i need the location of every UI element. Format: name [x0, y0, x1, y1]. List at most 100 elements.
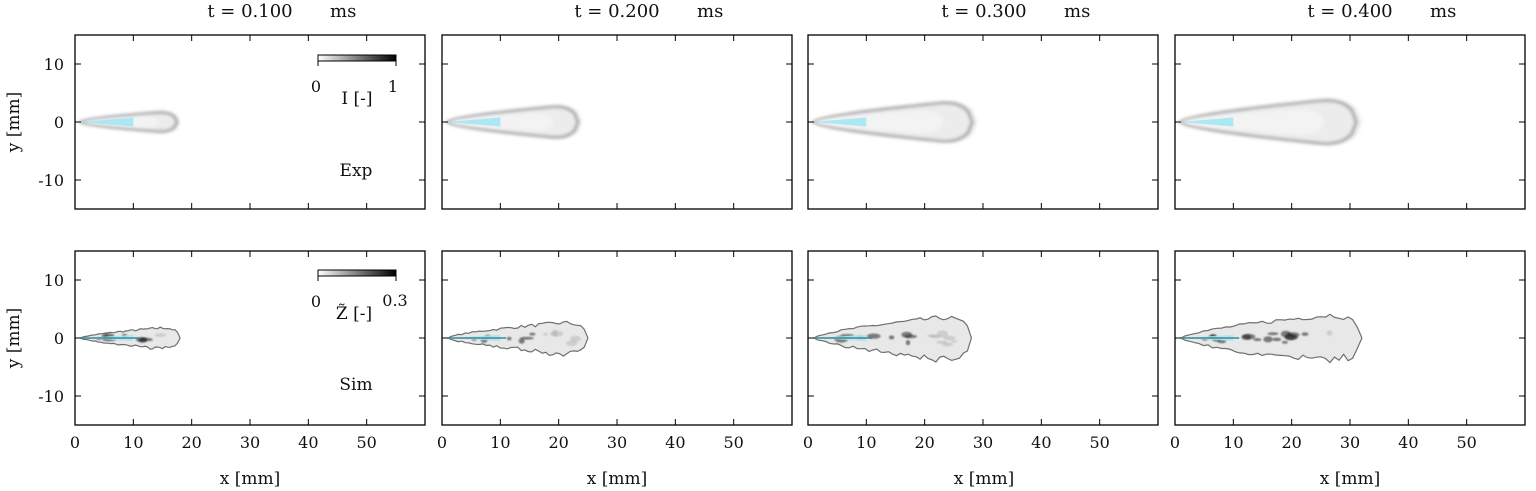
y-tick-label: 0	[54, 113, 64, 132]
row-label-exp: Exp	[340, 161, 373, 181]
exp-plume-core	[447, 113, 554, 131]
sim-eddy	[1281, 340, 1288, 344]
colorbar-exp: 0 1 I [-]	[311, 54, 398, 109]
exp-plume-edge	[445, 105, 579, 139]
sim-eddy	[927, 334, 939, 338]
x-tick-label: 10	[490, 433, 510, 452]
sim-eddy	[1253, 338, 1262, 342]
x-tick-label: 30	[1340, 433, 1360, 452]
x-tick-label: 50	[1456, 433, 1476, 452]
colorbar-exp-label: I [-]	[341, 89, 372, 109]
sim-plume-contour	[446, 320, 589, 357]
liquid-core	[1180, 117, 1234, 127]
panel-exp-2	[441, 34, 793, 210]
x-tick-label: 20	[548, 433, 568, 452]
exp-plume-edge	[77, 111, 178, 133]
exp-plume-edge	[811, 101, 974, 143]
sim-eddy	[154, 333, 167, 337]
x-axis-label-4: x [mm]	[1320, 469, 1381, 489]
x-tick-label: 20	[181, 433, 201, 452]
x-tick-label: 0	[1170, 433, 1180, 452]
x-tick-label: 0	[70, 433, 80, 452]
time-title-2: t = 0.200	[574, 1, 659, 22]
x-axis-label-1: x [mm]	[220, 469, 281, 489]
panel-exp-4	[1174, 34, 1526, 210]
x-tick-label: 0	[803, 433, 813, 452]
sim-eddy	[1301, 332, 1309, 336]
liquid-core	[447, 117, 501, 127]
time-unit-1: ms	[330, 1, 356, 22]
panel-sim-4: 0 10 20 30 40 50	[1170, 250, 1526, 452]
time-title-1: t = 0.100	[207, 1, 292, 22]
y-tick-label: 10	[44, 271, 64, 290]
sim-eddy	[520, 336, 534, 340]
panel-sim-2: 0 10 20 30 40 50	[437, 250, 793, 452]
time-unit-2: ms	[697, 1, 723, 22]
y-axis-label-sim: y [mm]	[4, 308, 24, 370]
y-tick-label: 10	[44, 55, 64, 74]
time-title-3: t = 0.300	[941, 1, 1026, 22]
y-tick-label: -10	[38, 171, 64, 190]
x-tick-label: 50	[723, 433, 743, 452]
panel-sim-1: 0 10 20 30 40 50 10 0 -10	[38, 250, 426, 452]
colorbar-exp-min: 0	[311, 77, 321, 96]
liquid-core	[80, 117, 134, 127]
colorbar-sim-max: 0.3	[382, 291, 407, 310]
sim-eddy	[518, 338, 525, 344]
x-tick-label: 0	[437, 433, 447, 452]
x-tick-label: 30	[973, 433, 993, 452]
x-tick-label: 30	[240, 433, 260, 452]
sim-eddy	[570, 335, 581, 342]
x-axis-label-2: x [mm]	[587, 469, 648, 489]
sim-eddy	[565, 340, 578, 346]
time-unit-4: ms	[1430, 1, 1456, 22]
x-tick-label: 50	[1089, 433, 1109, 452]
colorbar-exp-max: 1	[388, 77, 398, 96]
exp-plume-core	[813, 110, 944, 134]
colorbar-sim-min: 0	[311, 292, 321, 311]
sim-eddy	[936, 330, 949, 338]
sim-eddy	[904, 334, 918, 339]
x-tick-label: 20	[914, 433, 934, 452]
y-tick-label: 0	[54, 329, 64, 348]
sim-eddy	[543, 332, 548, 336]
liquid-core	[813, 117, 867, 127]
x-tick-label: 30	[607, 433, 627, 452]
time-title-4: t = 0.400	[1307, 1, 1392, 22]
x-tick-label: 10	[856, 433, 876, 452]
exp-plume-core	[1180, 109, 1325, 135]
panel-exp-1: 100-10	[38, 34, 426, 210]
sim-eddy	[943, 335, 956, 341]
sim-eddy	[935, 340, 948, 344]
panel-sim-3: 0 10 20 30 40 50	[803, 250, 1159, 452]
colorbar-sim: 0 0.3 Z̃ [-]	[311, 269, 408, 324]
y-tick-label: -10	[38, 387, 64, 406]
sim-eddy	[888, 335, 895, 340]
x-tick-label: 50	[356, 433, 376, 452]
x-tick-label: 40	[665, 433, 685, 452]
x-tick-label: 20	[1281, 433, 1301, 452]
sim-eddy	[1326, 330, 1333, 336]
sim-eddy	[140, 337, 153, 342]
panel-exp-3	[807, 34, 1159, 210]
sim-eddy	[529, 332, 536, 336]
x-tick-label: 40	[1031, 433, 1051, 452]
x-axis-label-3: x [mm]	[954, 469, 1015, 489]
y-axis-label-exp: y [mm]	[4, 92, 24, 154]
x-tick-label: 10	[1223, 433, 1243, 452]
sim-eddy	[552, 329, 558, 337]
sim-eddy	[507, 336, 512, 341]
sim-eddy	[1242, 333, 1256, 340]
sim-eddy	[1263, 336, 1273, 343]
x-tick-label: 40	[1398, 433, 1418, 452]
sim-eddy	[1272, 337, 1282, 342]
sim-eddy	[951, 340, 958, 343]
x-tick-label: 40	[298, 433, 318, 452]
sim-eddy	[1286, 332, 1300, 338]
time-unit-3: ms	[1064, 1, 1090, 22]
row-label-sim: Sim	[339, 375, 372, 395]
x-tick-label: 10	[123, 433, 143, 452]
exp-plume-edge	[1178, 99, 1358, 145]
sim-eddy	[1267, 332, 1279, 336]
